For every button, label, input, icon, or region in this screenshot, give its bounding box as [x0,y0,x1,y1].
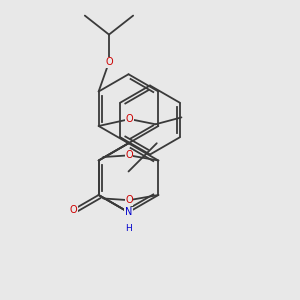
Text: O: O [125,150,133,160]
Text: N: N [125,207,132,217]
Text: O: O [125,195,133,205]
Text: H: H [125,224,132,232]
Text: O: O [105,57,113,67]
Text: O: O [126,114,134,124]
Bar [88,68,169,149]
Text: O: O [69,205,77,215]
